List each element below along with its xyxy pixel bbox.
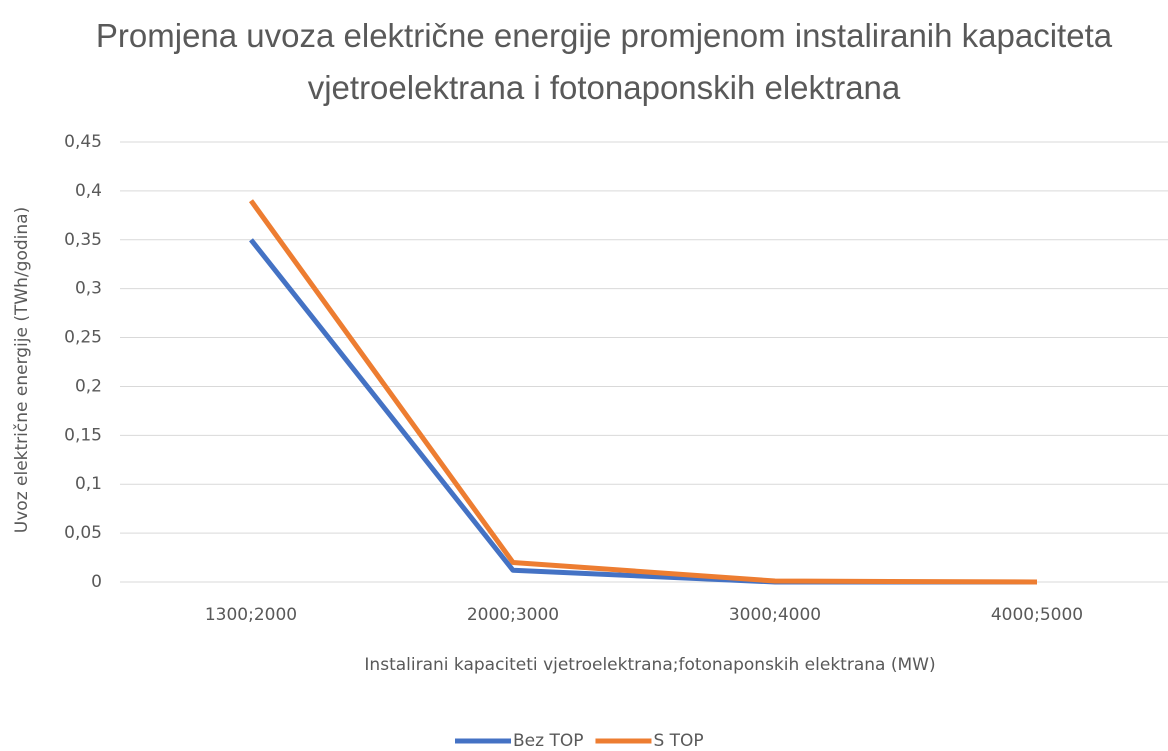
legend-label: Bez TOP — [513, 731, 583, 751]
x-tick-label: 1300;2000 — [205, 605, 297, 625]
y-tick-label: 0,3 — [75, 279, 102, 299]
chart-title: Promjena uvoza električne energije promj… — [95, 17, 1113, 106]
x-tick-label: 3000;4000 — [729, 605, 821, 625]
y-tick-label: 0,45 — [64, 132, 102, 152]
y-tick-label: 0,4 — [75, 181, 102, 201]
y-tick-label: 0,2 — [75, 376, 102, 396]
y-tick-label: 0,05 — [64, 523, 102, 543]
x-tick-label: 4000;5000 — [991, 605, 1083, 625]
y-tick-label: 0,1 — [75, 474, 102, 494]
legend-label: S TOP — [653, 731, 703, 751]
x-tick-label: 2000;3000 — [467, 605, 559, 625]
y-tick-label: 0,35 — [64, 230, 102, 250]
y-tick-label: 0,25 — [64, 328, 102, 348]
x-axis-label: Instalirani kapaciteti vjetroelektrana;f… — [364, 655, 935, 675]
series-line — [249, 238, 1037, 585]
series-line — [248, 199, 1038, 585]
y-tick-label: 0 — [91, 572, 102, 592]
y-axis-label: Uvoz električne energije (TWh/godina) — [12, 207, 32, 533]
y-tick-label: 0,15 — [64, 425, 102, 445]
